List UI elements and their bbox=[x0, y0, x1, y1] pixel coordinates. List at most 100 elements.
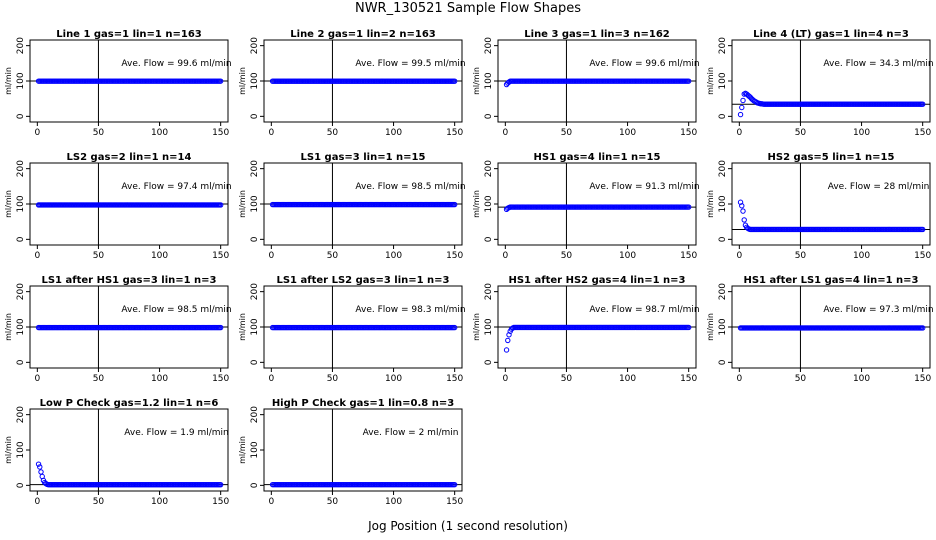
x-tick-label: 0 bbox=[736, 251, 742, 261]
y-axis-label: ml/min bbox=[4, 436, 13, 464]
data-point bbox=[919, 325, 926, 331]
shared-x-axis-title: Jog Position (1 second resolution) bbox=[368, 519, 568, 533]
data-point bbox=[217, 78, 224, 84]
x-tick-label: 150 bbox=[680, 374, 697, 384]
y-tick-label: 0 bbox=[250, 359, 260, 365]
y-tick-label: 200 bbox=[250, 406, 260, 423]
x-tick-label: 150 bbox=[446, 251, 463, 261]
average-flow-annotation: Ave. Flow = 98.3 ml/min bbox=[355, 305, 465, 315]
panel: LS2 gas=2 lin=1 n=14 0 50 100 150 0 100 200 ml/m… bbox=[4, 152, 232, 261]
x-tick-label: 50 bbox=[327, 128, 339, 138]
plot-frame bbox=[731, 162, 931, 246]
y-tick-label: 100 bbox=[16, 318, 26, 335]
x-tick-label: 0 bbox=[34, 374, 40, 384]
y-tick-label: 100 bbox=[16, 441, 26, 458]
y-tick-label: 200 bbox=[718, 160, 728, 177]
average-flow-annotation: Ave. Flow = 34.3 ml/min bbox=[823, 59, 933, 69]
x-tick-label: 0 bbox=[502, 251, 508, 261]
average-flow-annotation: Ave. Flow = 2 ml/min bbox=[363, 428, 459, 438]
data-point bbox=[451, 481, 458, 488]
data-point bbox=[217, 202, 224, 208]
data-point bbox=[685, 324, 692, 331]
y-axis-label: ml/min bbox=[4, 313, 13, 341]
y-tick-label: 0 bbox=[718, 113, 728, 119]
x-tick-label: 100 bbox=[853, 251, 870, 261]
average-flow-annotation: Ave. Flow = 28 ml/min bbox=[828, 182, 930, 192]
panel-title: LS1 after LS2 gas=3 lin=1 n=3 bbox=[276, 275, 449, 286]
panel-title: Line 3 gas=1 lin=3 n=162 bbox=[524, 29, 670, 40]
y-tick-label: 0 bbox=[16, 359, 26, 365]
y-tick-label: 100 bbox=[16, 72, 26, 89]
panel: HS1 gas=4 lin=1 n=15 0 50 100 150 0 100 200 ml/m… bbox=[472, 152, 700, 261]
y-tick-label: 100 bbox=[718, 72, 728, 89]
average-flow-annotation: Ave. Flow = 1.9 ml/min bbox=[124, 428, 228, 438]
panel-title: LS2 gas=2 lin=1 n=14 bbox=[67, 152, 192, 163]
chart-main-title: NWR_130521 Sample Flow Shapes bbox=[354, 1, 582, 16]
plot-frame bbox=[497, 162, 697, 246]
x-tick-label: 0 bbox=[502, 374, 508, 384]
panel-title: HS1 gas=4 lin=1 n=15 bbox=[534, 152, 661, 163]
panel-title: Line 2 gas=1 lin=2 n=163 bbox=[290, 29, 436, 40]
y-tick-label: 200 bbox=[16, 160, 26, 177]
x-tick-label: 50 bbox=[561, 128, 573, 138]
data-point bbox=[739, 104, 745, 111]
y-tick-label: 200 bbox=[718, 283, 728, 300]
x-tick-label: 150 bbox=[212, 497, 229, 507]
y-tick-label: 0 bbox=[718, 359, 728, 365]
data-point bbox=[919, 101, 926, 107]
x-tick-label: 0 bbox=[736, 374, 742, 384]
y-tick-label: 100 bbox=[250, 195, 260, 212]
panel: HS1 after LS1 gas=4 lin=1 n=3 0 50 100 150 0 1… bbox=[706, 275, 934, 384]
panel-title: Line 4 (LT) gas=1 lin=4 n=3 bbox=[753, 29, 909, 40]
x-tick-label: 50 bbox=[795, 251, 807, 261]
y-tick-label: 100 bbox=[484, 318, 494, 335]
average-flow-annotation: Ave. Flow = 91.3 ml/min bbox=[589, 182, 699, 192]
data-point bbox=[451, 78, 458, 84]
average-flow-annotation: Ave. Flow = 98.5 ml/min bbox=[121, 305, 231, 315]
x-tick-label: 50 bbox=[795, 128, 807, 138]
panel-title: HS1 after HS2 gas=4 lin=1 n=3 bbox=[508, 275, 685, 286]
x-tick-label: 50 bbox=[93, 251, 105, 261]
average-flow-annotation: Ave. Flow = 99.6 ml/min bbox=[121, 59, 231, 69]
x-tick-label: 150 bbox=[212, 128, 229, 138]
data-point bbox=[740, 97, 746, 104]
data-point bbox=[503, 347, 510, 353]
y-tick-label: 100 bbox=[250, 72, 260, 89]
x-tick-label: 100 bbox=[151, 374, 168, 384]
x-tick-label: 150 bbox=[446, 374, 463, 384]
x-tick-label: 50 bbox=[561, 251, 573, 261]
panel-title: LS1 gas=3 lin=1 n=15 bbox=[301, 152, 426, 163]
y-axis-label: ml/min bbox=[706, 190, 715, 218]
y-tick-label: 0 bbox=[16, 482, 26, 488]
average-flow-annotation: Ave. Flow = 99.5 ml/min bbox=[355, 59, 465, 69]
panel: Low P Check gas=1.2 lin=1 n=6 0 50 100 150 0 1… bbox=[4, 398, 230, 507]
y-tick-label: 200 bbox=[16, 406, 26, 423]
panel: Line 2 gas=1 lin=2 n=163 0 50 100 150 0 100 200… bbox=[238, 29, 466, 138]
x-tick-label: 0 bbox=[268, 374, 274, 384]
data-point bbox=[35, 461, 42, 467]
y-tick-label: 100 bbox=[16, 195, 26, 212]
y-axis-label: ml/min bbox=[472, 190, 481, 218]
y-axis-label: ml/min bbox=[238, 313, 247, 341]
panel-title: HS2 gas=5 lin=1 n=15 bbox=[768, 152, 895, 163]
average-flow-annotation: Ave. Flow = 98.7 ml/min bbox=[589, 305, 699, 315]
y-tick-label: 100 bbox=[250, 441, 260, 458]
x-tick-label: 100 bbox=[151, 251, 168, 261]
data-point bbox=[739, 203, 745, 209]
x-tick-label: 50 bbox=[93, 128, 105, 138]
average-flow-annotation: Ave. Flow = 99.6 ml/min bbox=[589, 59, 699, 69]
x-tick-label: 0 bbox=[268, 128, 274, 138]
y-tick-label: 200 bbox=[16, 283, 26, 300]
y-tick-label: 0 bbox=[484, 359, 494, 365]
data-point bbox=[38, 469, 44, 475]
y-tick-label: 100 bbox=[718, 318, 728, 335]
average-flow-annotation: Ave. Flow = 98.5 ml/min bbox=[355, 182, 465, 192]
y-tick-label: 100 bbox=[718, 195, 728, 212]
y-tick-label: 0 bbox=[16, 236, 26, 242]
data-point bbox=[217, 324, 224, 331]
panel-title: Line 1 gas=1 lin=1 n=163 bbox=[56, 29, 202, 40]
x-tick-label: 50 bbox=[795, 374, 807, 384]
y-axis-label: ml/min bbox=[4, 190, 13, 218]
data-point bbox=[741, 217, 747, 223]
